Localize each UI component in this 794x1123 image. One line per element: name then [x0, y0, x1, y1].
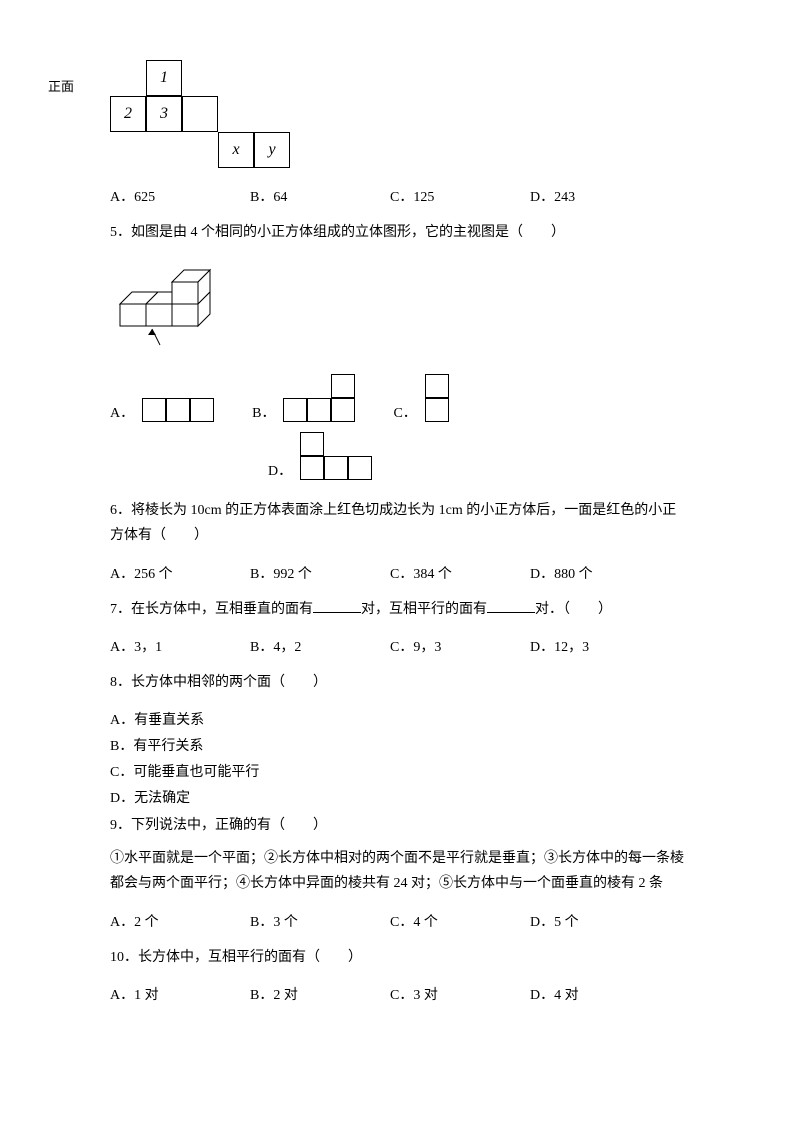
- net-cell-blank: [182, 96, 218, 132]
- q6-text: 6．将棱长为 10cm 的正方体表面涂上红色切成边长为 1cm 的小正方体后，一…: [110, 498, 684, 548]
- q8-option-d: D．无法确定: [110, 787, 684, 807]
- q5-label-c: C．: [393, 402, 416, 422]
- q10-option-c: C．3 对: [390, 984, 530, 1004]
- q10-option-b: B．2 对: [250, 984, 390, 1004]
- q9-option-b: B．3 个: [250, 911, 390, 931]
- net-cell-y: y: [254, 132, 290, 168]
- q9-option-c: C．4 个: [390, 911, 530, 931]
- q5-3d-figure: 正面: [110, 259, 684, 364]
- q7-blank-1: [313, 598, 361, 613]
- q5-view-c: [425, 374, 449, 422]
- q5-view-b: [283, 374, 355, 422]
- q7-blank-2: [487, 598, 535, 613]
- q8-options: A．有垂直关系 B．有平行关系 C．可能垂直也可能平行 D．无法确定: [110, 709, 684, 807]
- q9-text: 9．下列说法中，正确的有（ ）: [110, 813, 684, 838]
- q8-option-b: B．有平行关系: [110, 735, 684, 755]
- q5-label-b: B．: [252, 402, 275, 422]
- q7-mid: 对，互相平行的面有: [361, 602, 487, 617]
- q5-text: 5．如图是由 4 个相同的小正方体组成的立体图形，它的主视图是（ ）: [110, 220, 684, 245]
- q4-option-d: D．243: [530, 186, 670, 206]
- q7-option-c: C．9，3: [390, 636, 530, 656]
- q10-text: 10．长方体中，互相平行的面有（ ）: [110, 945, 684, 970]
- q9-option-a: A．2 个: [110, 911, 250, 931]
- q6-option-c: C．384 个: [390, 563, 530, 583]
- q5-label-a: A．: [110, 402, 134, 422]
- q6-option-a: A．256 个: [110, 563, 250, 583]
- q8-text: 8．长方体中相邻的两个面（ ）: [110, 670, 684, 695]
- q4-option-c: C．125: [390, 186, 530, 206]
- q10-option-a: A．1 对: [110, 984, 250, 1004]
- q7-option-b: B．4，2: [250, 636, 390, 656]
- q8-option-c: C．可能垂直也可能平行: [110, 761, 684, 781]
- q4-option-a: A．625: [110, 186, 250, 206]
- q6-options: A．256 个 B．992 个 C．384 个 D．880 个: [110, 563, 684, 583]
- q9-option-d: D．5 个: [530, 911, 670, 931]
- q9-options: A．2 个 B．3 个 C．4 个 D．5 个: [110, 911, 684, 931]
- q7-suffix: 对．（ ）: [535, 602, 612, 617]
- q9-body: ①水平面就是一个平面；②长方体中相对的两个面不是平行就是垂直；③长方体中的每一条…: [110, 846, 684, 896]
- q5-options-row2: D．: [268, 432, 684, 480]
- q7-option-d: D．12，3: [530, 636, 670, 656]
- q7-text: 7．在长方体中，互相垂直的面有 对，互相平行的面有 对．（ ）: [110, 597, 684, 622]
- net-cell-3: 3: [146, 96, 182, 132]
- net-cell-x: x: [218, 132, 254, 168]
- q7-prefix: 7．在长方体中，互相垂直的面有: [110, 602, 313, 617]
- cube-net-diagram: 1 2 3 x y: [110, 60, 310, 168]
- net-cell-2: 2: [110, 96, 146, 132]
- q10-options: A．1 对 B．2 对 C．3 对 D．4 对: [110, 984, 684, 1004]
- q4-options: A．625 B．64 C．125 D．243: [110, 186, 684, 206]
- q5-view-a: [142, 398, 214, 422]
- q7-option-a: A．3，1: [110, 636, 250, 656]
- q5-front-label: 正面: [48, 76, 74, 95]
- q6-option-b: B．992 个: [250, 563, 390, 583]
- q4-option-b: B．64: [250, 186, 390, 206]
- q7-options: A．3，1 B．4，2 C．9，3 D．12，3: [110, 636, 684, 656]
- q5-options-row1: A． B． C．: [110, 374, 684, 422]
- q5-view-d: [300, 432, 372, 480]
- net-cell-1: 1: [146, 60, 182, 96]
- q6-option-d: D．880 个: [530, 563, 670, 583]
- q5-label-d: D．: [268, 460, 292, 480]
- q8-option-a: A．有垂直关系: [110, 709, 684, 729]
- q10-option-d: D．4 对: [530, 984, 670, 1004]
